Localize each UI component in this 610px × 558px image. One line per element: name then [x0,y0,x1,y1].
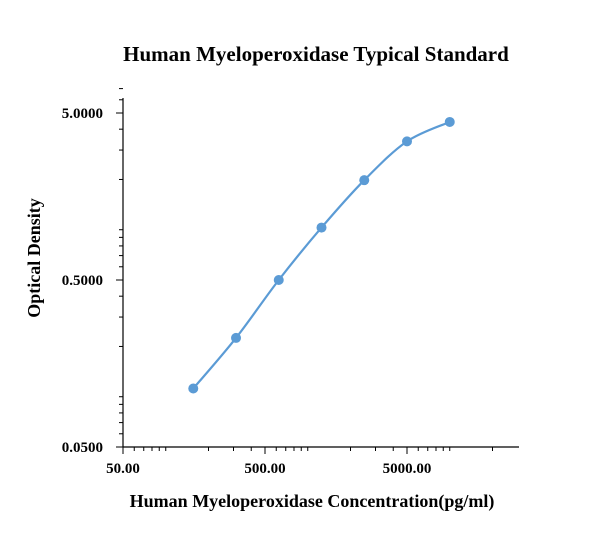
x-tick-label: 500.00 [244,461,285,477]
data-point [273,275,284,285]
data-point [444,116,455,127]
y-axis-label: Optical Density [24,198,44,318]
data-point [231,332,242,343]
data-point [359,175,370,186]
x-tick-label: 50.00 [106,461,140,477]
y-tick-label: 5.0000 [62,106,103,122]
x-axis-label: Human Myeloperoxidase Concentration(pg/m… [130,491,495,512]
data-point [188,383,199,394]
x-tick-label: 5000.00 [383,461,432,477]
data-point [316,222,327,233]
series-line [192,120,451,390]
axes: 50.00 500.00 5000.00 0.0500 0.5000 5.0000 [62,88,519,477]
data-series [188,116,455,394]
chart-title: Human Myeloperoxidase Typical Standard [123,42,509,66]
y-tick-label: 0.5000 [62,273,103,289]
data-point [402,136,412,147]
y-tick-label: 0.0500 [62,440,103,456]
